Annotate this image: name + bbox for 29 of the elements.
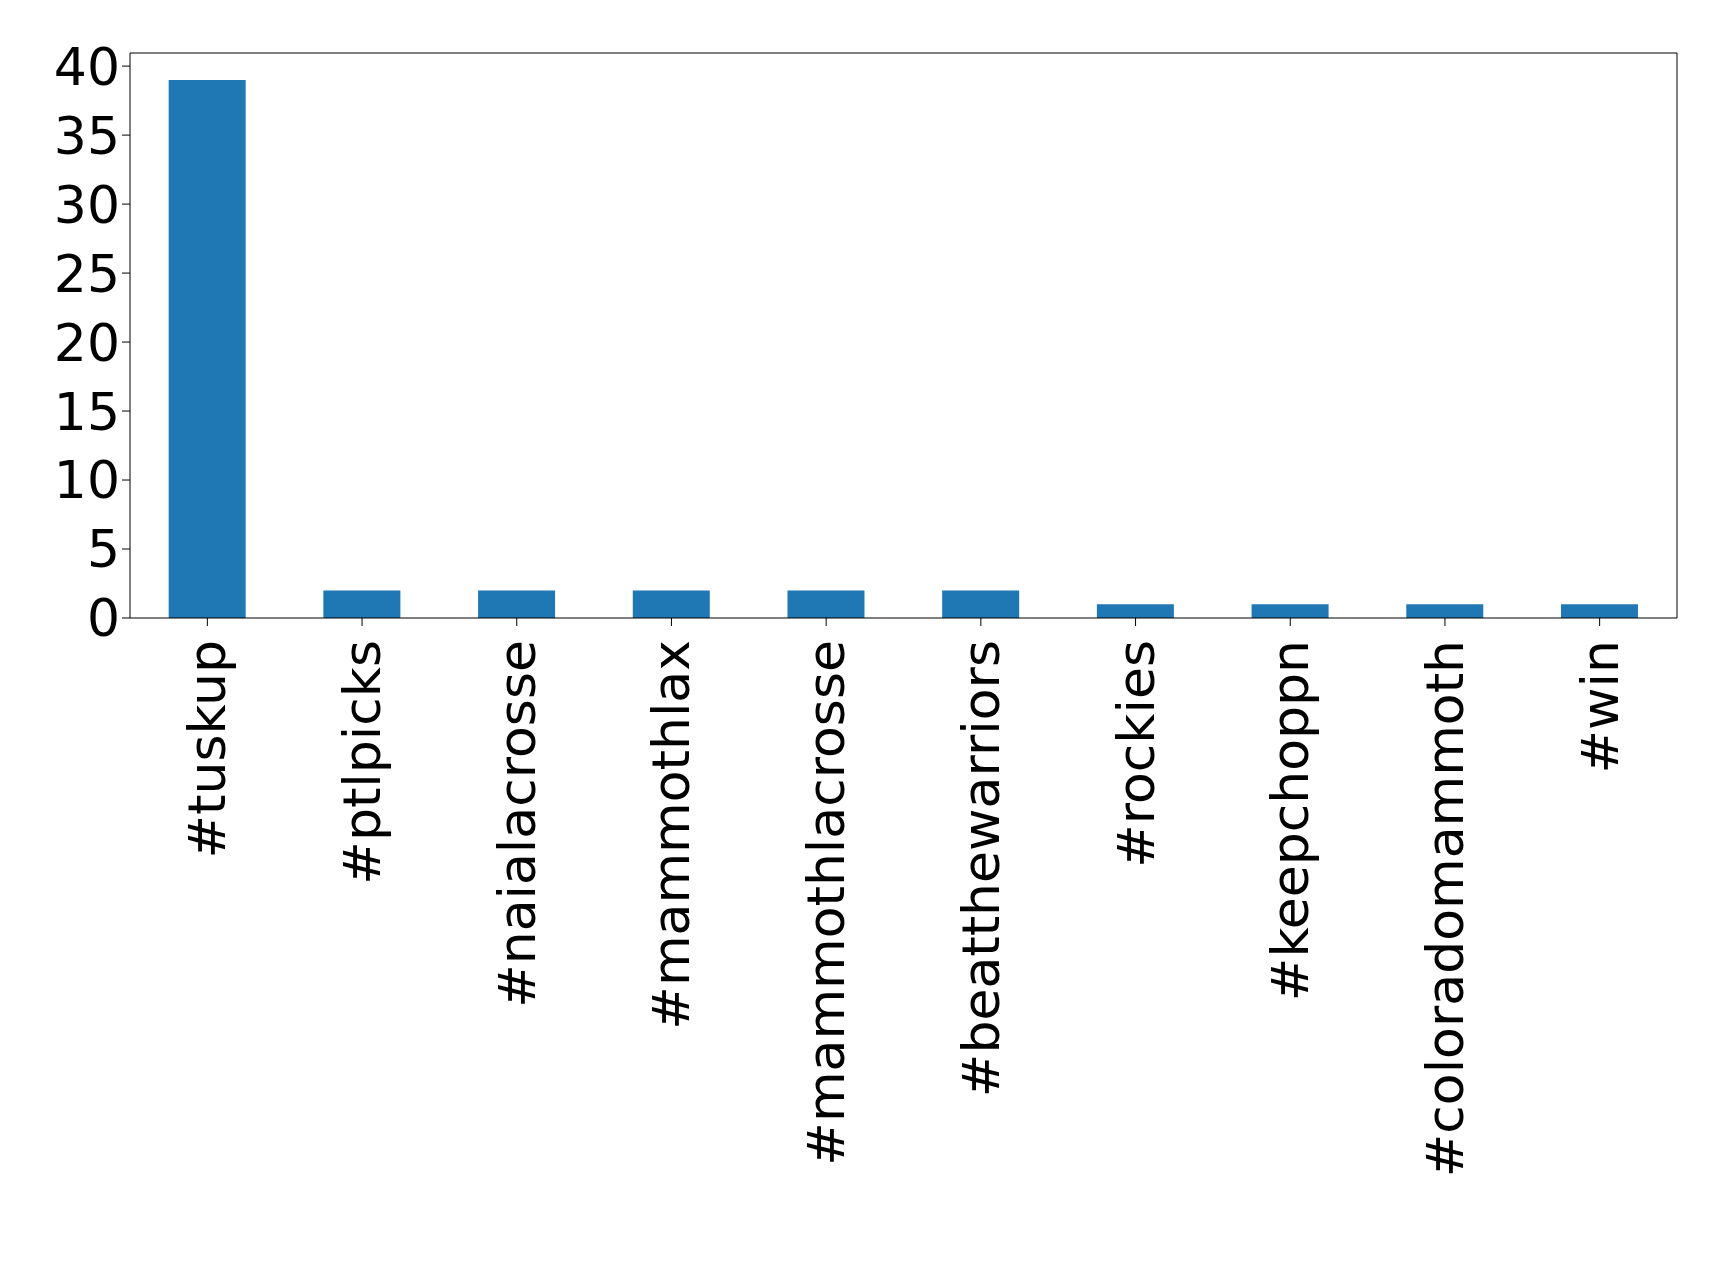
y-tick-label: 30 bbox=[53, 174, 120, 235]
y-tick-label: 5 bbox=[86, 519, 120, 580]
bar bbox=[1251, 604, 1329, 618]
bar bbox=[323, 590, 401, 618]
y-tick-label: 15 bbox=[53, 381, 120, 442]
y-tick-label: 10 bbox=[53, 450, 120, 511]
x-tick-label: #naialacrosse bbox=[486, 640, 547, 1008]
x-tick-label: #rockies bbox=[1105, 640, 1166, 868]
x-tick-label: #tuskup bbox=[177, 640, 238, 859]
bar bbox=[1096, 604, 1174, 618]
y-tick-label: 40 bbox=[53, 36, 120, 97]
x-tick-label: #win bbox=[1569, 640, 1630, 774]
bar bbox=[478, 590, 556, 618]
bar bbox=[942, 590, 1020, 618]
x-tick-label: #keepchoppn bbox=[1260, 640, 1321, 1002]
y-tick-label: 20 bbox=[53, 312, 120, 373]
bar bbox=[1560, 604, 1638, 618]
x-tick-label: #beatthewarriors bbox=[950, 640, 1011, 1098]
bar bbox=[632, 590, 710, 618]
y-tick-label: 0 bbox=[86, 588, 120, 649]
y-tick-label: 25 bbox=[53, 243, 120, 304]
x-tick-label: #mammothlax bbox=[641, 640, 702, 1030]
y-tick-label: 35 bbox=[53, 105, 120, 166]
x-tick-label: #coloradomammoth bbox=[1414, 640, 1475, 1178]
bar bbox=[787, 590, 865, 618]
x-tick-label: #mammothlacrosse bbox=[796, 640, 857, 1166]
bar bbox=[1406, 604, 1484, 618]
bar bbox=[168, 79, 246, 618]
x-tick-label: #ptlpicks bbox=[332, 640, 393, 885]
